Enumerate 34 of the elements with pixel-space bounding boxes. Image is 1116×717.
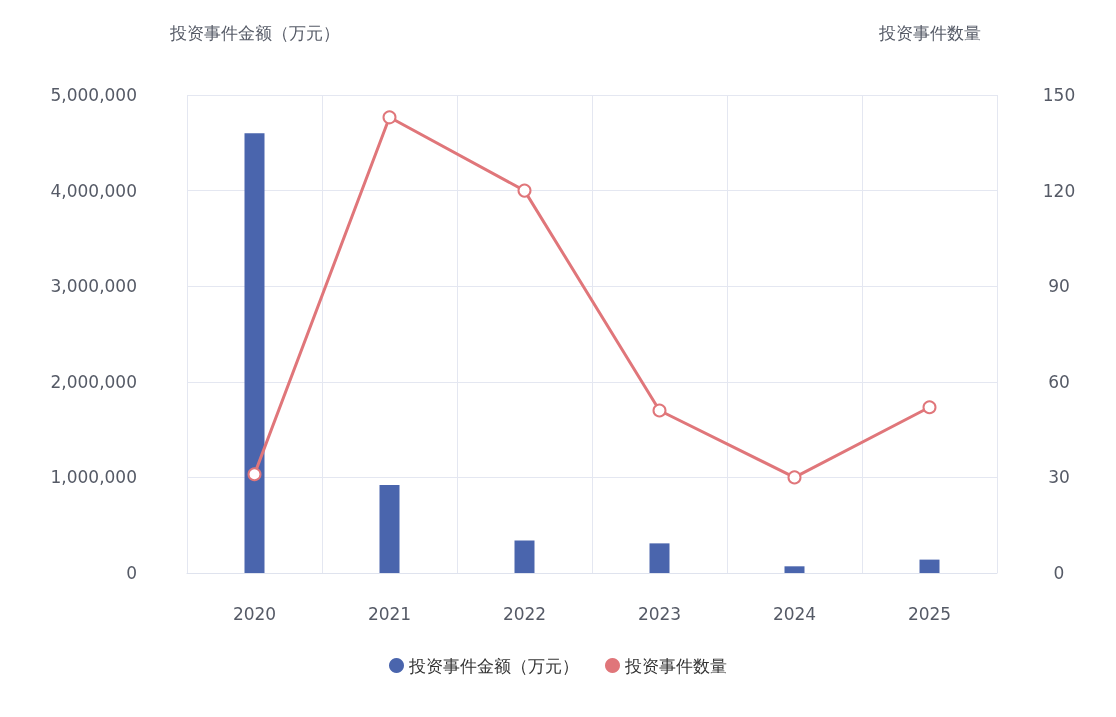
point [787, 470, 802, 485]
x-tick-label: 2024 [772, 603, 817, 624]
y-tick-label: 5,000,000 [50, 85, 137, 105]
y2-tick-label: 30 [1048, 467, 1070, 488]
y2-tick-label: 150 [1042, 85, 1076, 105]
bar [244, 133, 265, 573]
point [652, 403, 667, 418]
y2-tick-label: 60 [1048, 371, 1070, 392]
point [517, 183, 532, 198]
y2-tick-label: 120 [1042, 180, 1076, 201]
point [247, 467, 262, 482]
y2-axis-title: 投资事件数量 [878, 22, 981, 43]
point [922, 400, 937, 415]
x-tick-label: 2023 [637, 603, 682, 624]
bar [784, 566, 805, 573]
bar [514, 540, 535, 573]
x-tick-label: 2025 [907, 603, 952, 624]
y-tick-label: 4,000,000 [50, 180, 137, 201]
y-tick-label: 3,000,000 [50, 276, 137, 297]
x-tick-label: 2022 [502, 603, 547, 624]
y-axis-title: 投资事件金额（万元） [169, 22, 340, 43]
y-tick-label: 0 [126, 563, 137, 583]
bar [919, 559, 940, 573]
y2-tick-label: 0 [1053, 563, 1065, 583]
legend-label: 投资事件数量 [624, 655, 727, 676]
x-tick-label: 2021 [367, 603, 412, 624]
legend-label: 投资事件金额（万元） [408, 655, 579, 676]
bar [649, 543, 670, 573]
y-tick-label: 1,000,000 [50, 467, 137, 488]
point [382, 110, 397, 125]
x-tick-label: 2020 [232, 603, 277, 624]
y2-tick-label: 90 [1048, 276, 1070, 297]
y-tick-label: 2,000,000 [50, 371, 137, 392]
bar [379, 485, 400, 573]
